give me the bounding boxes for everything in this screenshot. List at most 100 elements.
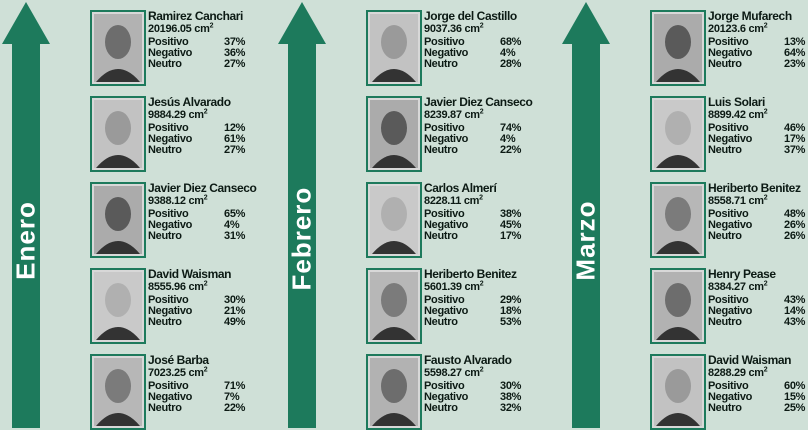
- area-value: 8558.71: [708, 195, 746, 207]
- area: 8558.71 cm2: [708, 194, 768, 207]
- area: 8555.96 cm2: [148, 280, 208, 293]
- arrow: [2, 2, 50, 428]
- area-value: 9884.29: [148, 109, 186, 121]
- arrow: [562, 2, 610, 428]
- photo: [90, 182, 146, 258]
- positivo-label: Positivo: [424, 36, 465, 48]
- negativo-label: Negativo: [708, 391, 753, 403]
- area-value: 8384.27: [708, 281, 746, 293]
- area: 8384.27 cm2: [708, 280, 768, 293]
- neutro-value: 22%: [500, 144, 522, 156]
- area-value: 9037.36: [424, 23, 462, 35]
- neutro-label: Neutro: [708, 316, 742, 328]
- person-name: Heriberto Benitez: [424, 267, 517, 281]
- area-unit: cm: [748, 23, 764, 35]
- neutro-label: Neutro: [708, 58, 742, 70]
- area-value: 8288.29: [708, 367, 746, 379]
- area-value: 5598.27: [424, 367, 462, 379]
- person-name: David Waisman: [708, 353, 792, 367]
- negativo-label: Negativo: [424, 47, 469, 59]
- month-label: Febrero: [286, 186, 317, 291]
- neutro-value: 26%: [784, 230, 806, 242]
- person-name: Javier Diez Canseco: [148, 181, 257, 195]
- neutro-label: Neutro: [148, 316, 182, 328]
- negativo-value: 61%: [224, 133, 246, 145]
- area: 9037.36 cm2: [424, 22, 484, 35]
- negativo-value: 14%: [784, 305, 806, 317]
- positivo-value: 71%: [224, 380, 246, 392]
- area: 8239.87 cm2: [424, 108, 484, 121]
- person-name: Javier Diez Canseco: [424, 95, 533, 109]
- area-value: 5601.39: [424, 281, 462, 293]
- positivo-label: Positivo: [708, 36, 749, 48]
- area-unit-exp: 2: [479, 108, 484, 116]
- area-unit-exp: 2: [479, 280, 484, 288]
- positivo-label: Positivo: [708, 294, 749, 306]
- person-name: Jorge del Castillo: [424, 9, 517, 23]
- positivo-label: Positivo: [424, 122, 465, 134]
- negativo-label: Negativo: [708, 305, 753, 317]
- positivo-value: 65%: [224, 208, 246, 220]
- neutro-label: Neutro: [708, 402, 742, 414]
- neutro-label: Neutro: [148, 402, 182, 414]
- positivo-value: 48%: [784, 208, 806, 220]
- area-unit-exp: 2: [763, 108, 768, 116]
- negativo-value: 36%: [224, 47, 246, 59]
- neutro-label: Neutro: [708, 230, 742, 242]
- positivo-label: Positivo: [148, 380, 189, 392]
- negativo-value: 7%: [224, 391, 240, 403]
- area-unit: cm: [464, 109, 480, 121]
- neutro-value: 31%: [224, 230, 246, 242]
- photo: [366, 10, 422, 86]
- area-unit-exp: 2: [203, 108, 208, 116]
- area-unit-exp: 2: [203, 194, 208, 202]
- negativo-value: 4%: [500, 47, 516, 59]
- positivo-value: 13%: [784, 36, 806, 48]
- positivo-value: 38%: [500, 208, 522, 220]
- positivo-value: 12%: [224, 122, 246, 134]
- area-unit: cm: [464, 23, 480, 35]
- area: 9388.12 cm2: [148, 194, 208, 207]
- photo: [90, 10, 146, 86]
- person-name: José Barba: [148, 353, 209, 367]
- positivo-value: 74%: [500, 122, 522, 134]
- neutro-label: Neutro: [424, 230, 458, 242]
- area-value: 8228.11: [424, 195, 462, 207]
- negativo-label: Negativo: [708, 133, 753, 145]
- neutro-label: Neutro: [424, 58, 458, 70]
- area-unit-exp: 2: [763, 366, 768, 374]
- neutro-value: 27%: [224, 144, 246, 156]
- area-unit-exp: 2: [763, 194, 768, 202]
- person-name: Luis Solari: [708, 95, 765, 109]
- area-unit: cm: [748, 109, 764, 121]
- area-unit: cm: [194, 23, 210, 35]
- area-unit: cm: [464, 281, 480, 293]
- neutro-value: 37%: [784, 144, 806, 156]
- photo: [650, 10, 706, 86]
- positivo-value: 37%: [224, 36, 246, 48]
- photo: [90, 354, 146, 430]
- person-name: Heriberto Benitez: [708, 181, 801, 195]
- photo: [650, 354, 706, 430]
- area-unit: cm: [188, 109, 204, 121]
- neutro-value: 43%: [784, 316, 806, 328]
- positivo-value: 30%: [500, 380, 522, 392]
- negativo-label: Negativo: [148, 219, 193, 231]
- positivo-value: 68%: [500, 36, 522, 48]
- neutro-label: Neutro: [148, 58, 182, 70]
- area: 8899.42 cm2: [708, 108, 768, 121]
- person-name: Fausto Alvarado: [424, 353, 512, 367]
- area-unit: cm: [188, 367, 204, 379]
- area-unit-exp: 2: [763, 280, 768, 288]
- photo: [90, 96, 146, 172]
- positivo-value: 29%: [500, 294, 522, 306]
- neutro-value: 49%: [224, 316, 246, 328]
- area-value: 8899.42: [708, 109, 746, 121]
- negativo-label: Negativo: [148, 305, 193, 317]
- area-unit: cm: [748, 195, 764, 207]
- area-value: 8239.87: [424, 109, 462, 121]
- negativo-value: 17%: [784, 133, 806, 145]
- person-name: Jesús Alvarado: [148, 95, 231, 109]
- positivo-label: Positivo: [424, 380, 465, 392]
- negativo-value: 18%: [500, 305, 522, 317]
